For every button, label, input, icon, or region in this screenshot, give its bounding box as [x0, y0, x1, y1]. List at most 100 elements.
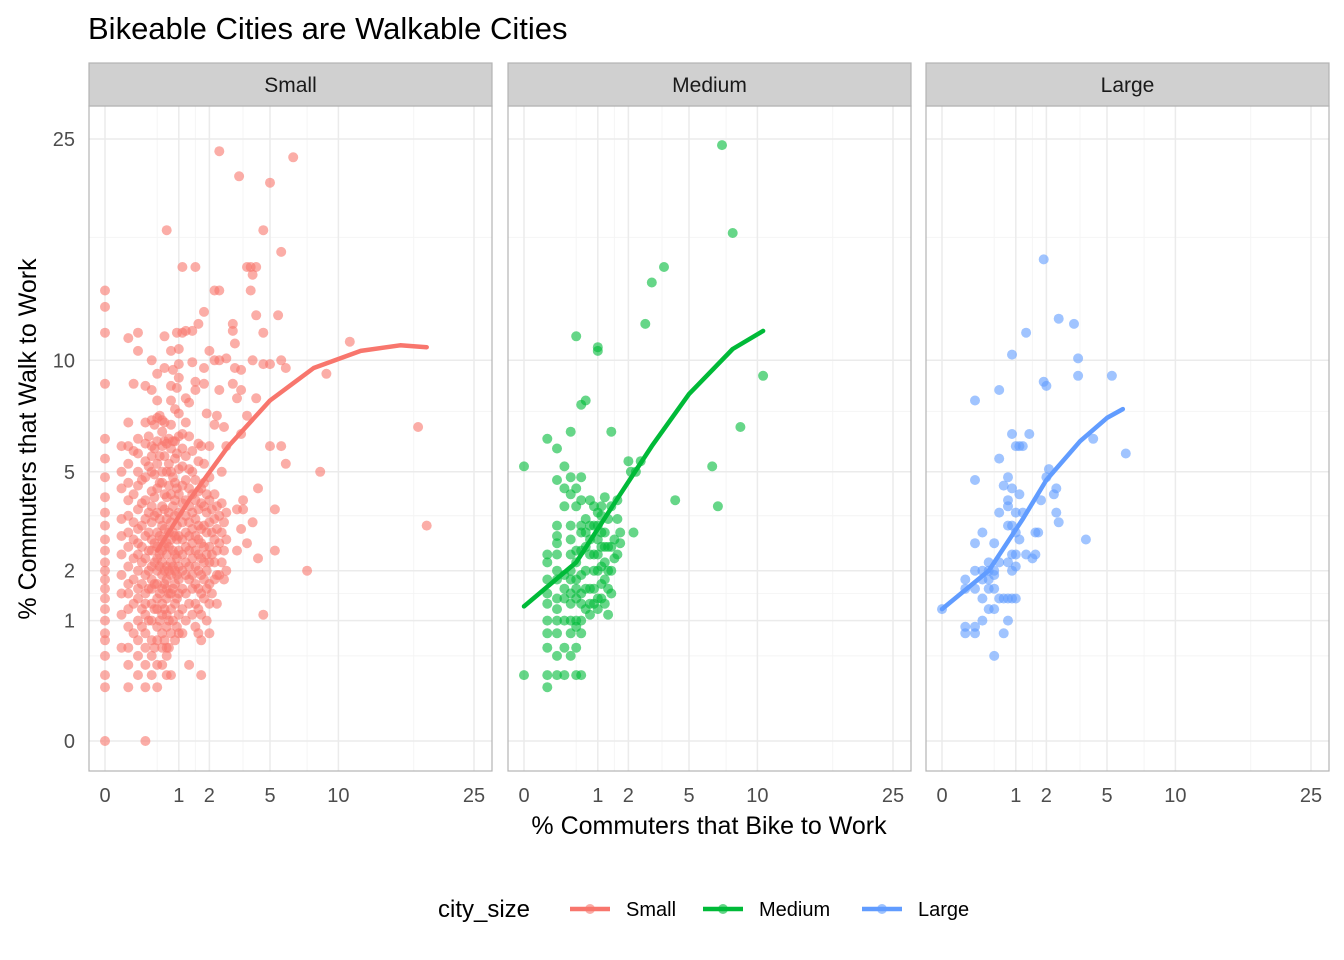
data-point [221, 534, 232, 545]
legend-label: Small [626, 899, 676, 921]
data-point [100, 670, 110, 681]
data-point [100, 635, 110, 646]
data-point [187, 466, 198, 477]
data-point [576, 495, 587, 506]
data-point [190, 376, 201, 387]
facet-strip-label: Large [1101, 74, 1155, 97]
data-point [585, 609, 595, 620]
data-point [970, 475, 980, 485]
data-point [199, 306, 209, 317]
data-point [712, 501, 723, 512]
data-point [251, 310, 262, 321]
data-point [998, 480, 1009, 491]
panel-background [508, 106, 911, 771]
data-point [242, 538, 252, 549]
data-point [998, 628, 1009, 639]
data-point [552, 670, 562, 681]
data-point [133, 549, 143, 560]
data-point [276, 246, 287, 257]
data-point [180, 475, 191, 485]
data-point [1003, 472, 1013, 483]
data-point [177, 443, 188, 454]
data-point [344, 336, 355, 347]
data-point [201, 408, 212, 419]
data-point [128, 574, 139, 585]
data-point [100, 301, 110, 312]
data-point [100, 433, 110, 444]
data-point [152, 682, 163, 693]
data-point [123, 659, 134, 670]
data-point [100, 628, 110, 639]
data-point [717, 140, 727, 151]
data-point [159, 363, 170, 373]
data-point [180, 615, 191, 626]
data-point [970, 395, 980, 406]
data-point [152, 458, 163, 469]
data-point [227, 318, 238, 329]
data-point [140, 736, 151, 746]
data-point [258, 327, 269, 338]
data-point [599, 574, 610, 585]
data-point [552, 650, 562, 661]
data-point [571, 331, 582, 342]
data-point [251, 393, 262, 404]
data-point [196, 670, 207, 681]
data-point [315, 466, 326, 477]
data-point [219, 545, 229, 556]
data-point [180, 417, 191, 428]
x-tick-label: 1 [1010, 785, 1021, 807]
data-point [159, 451, 170, 462]
data-point [247, 269, 258, 280]
data-point [606, 565, 617, 576]
data-point [177, 262, 188, 272]
data-point [209, 419, 220, 430]
data-point [209, 489, 220, 500]
data-point [173, 372, 184, 383]
points-small [100, 146, 432, 746]
data-point [1033, 527, 1044, 538]
x-tick-label: 1 [173, 785, 184, 807]
legend-label: Large [918, 899, 969, 921]
data-point [196, 635, 207, 646]
data-point [571, 642, 582, 653]
data-point [565, 650, 576, 661]
data-point [599, 557, 610, 568]
data-point [201, 615, 212, 626]
data-point [100, 520, 110, 531]
data-point [190, 475, 201, 485]
legend-key-point [718, 904, 728, 914]
data-point [123, 561, 134, 572]
data-point [166, 345, 176, 356]
data-point [196, 441, 207, 452]
data-point [542, 682, 553, 693]
legend-item-medium: Medium [703, 899, 830, 921]
data-point [100, 682, 110, 693]
data-point [171, 382, 182, 393]
data-point [542, 670, 553, 681]
data-point [140, 495, 151, 506]
data-point [1010, 561, 1021, 572]
data-point [565, 472, 576, 483]
y-tick-label: 0 [64, 731, 75, 753]
data-point [592, 549, 603, 560]
data-point [100, 583, 110, 594]
data-point [149, 469, 160, 480]
data-point [552, 628, 562, 639]
data-point [1038, 254, 1049, 265]
data-point [542, 642, 553, 653]
data-point [542, 598, 553, 609]
legend-label: Medium [759, 899, 830, 921]
data-point [758, 370, 769, 381]
points-medium [519, 140, 769, 693]
data-point [599, 527, 610, 538]
y-tick-label: 10 [53, 350, 75, 372]
data-point [236, 524, 247, 534]
x-tick-label: 5 [683, 785, 694, 807]
data-point [552, 615, 562, 626]
data-point [592, 342, 603, 353]
data-point [199, 378, 209, 389]
data-point [707, 461, 718, 472]
x-axis-title: % Commuters that Bike to Work [531, 812, 887, 840]
data-point [173, 359, 184, 370]
